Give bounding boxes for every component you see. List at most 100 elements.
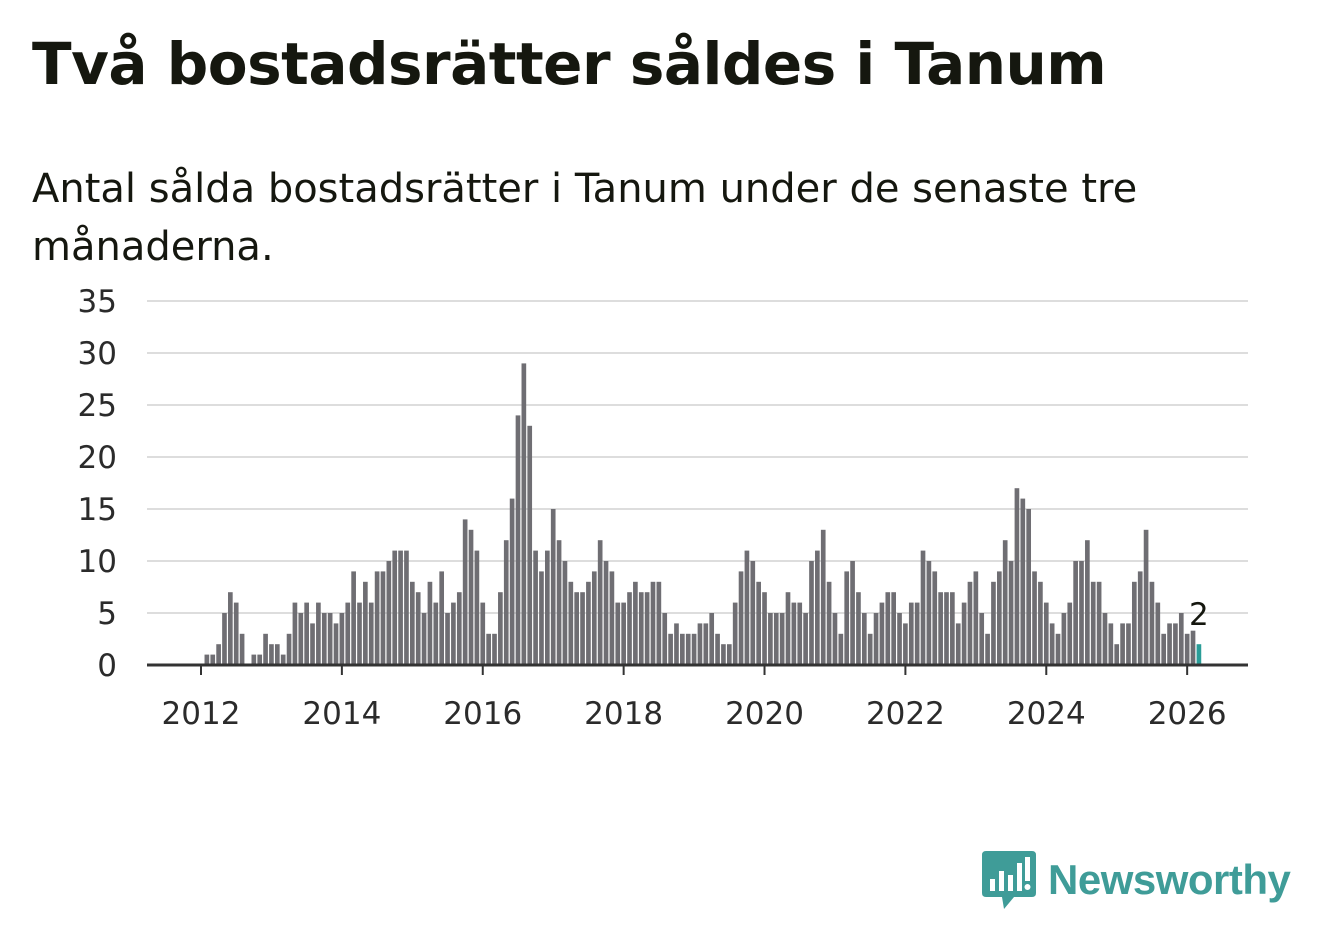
bar — [392, 550, 398, 665]
bar — [903, 623, 908, 665]
bar — [1026, 509, 1032, 665]
bar — [1149, 581, 1155, 665]
bar — [955, 623, 961, 665]
bar — [709, 613, 715, 665]
bar — [1167, 623, 1172, 665]
bar — [521, 363, 527, 665]
bar — [257, 654, 263, 665]
bar — [1161, 633, 1167, 665]
bar — [456, 592, 462, 665]
bar — [961, 602, 967, 665]
x-tick-label-2024: 2024 — [1007, 696, 1086, 732]
x-tick-label-2016: 2016 — [443, 696, 522, 732]
bar — [591, 571, 597, 665]
bar — [1114, 644, 1120, 665]
bar — [691, 633, 697, 665]
bar — [210, 654, 216, 665]
bar — [738, 571, 744, 665]
bar — [773, 613, 779, 665]
bar — [603, 561, 609, 665]
bar — [357, 602, 362, 665]
bar — [1090, 581, 1096, 665]
bar — [462, 519, 468, 665]
bar — [233, 602, 239, 665]
bar — [204, 654, 210, 665]
bar — [1014, 488, 1020, 665]
bar — [838, 633, 844, 665]
bar — [744, 550, 750, 665]
bar — [251, 654, 257, 665]
bar — [750, 561, 756, 665]
x-tick-label-2022: 2022 — [866, 696, 945, 732]
bar — [815, 550, 820, 665]
bar — [697, 623, 703, 665]
bar — [1038, 581, 1043, 665]
x-tick-label-2026: 2026 — [1148, 696, 1227, 732]
bar — [1008, 561, 1014, 665]
bar — [1178, 613, 1184, 665]
bar — [1126, 623, 1131, 665]
bar — [867, 633, 873, 665]
bar — [650, 581, 656, 665]
bar — [1184, 633, 1190, 665]
bar — [398, 550, 403, 665]
bar — [421, 613, 427, 665]
bar — [286, 633, 292, 665]
bar — [732, 602, 738, 665]
bar — [803, 613, 808, 665]
bar — [926, 561, 932, 665]
bar — [1085, 540, 1090, 665]
bar — [1079, 561, 1084, 665]
bar — [856, 592, 861, 665]
bar — [333, 623, 339, 665]
bar — [1032, 571, 1037, 665]
bar — [726, 644, 732, 665]
bar — [404, 550, 409, 665]
bar — [621, 602, 626, 665]
bar — [1073, 561, 1078, 665]
bar — [656, 581, 662, 665]
bar — [527, 425, 533, 665]
bar — [280, 654, 286, 665]
y-tick-label-25: 25 — [78, 388, 117, 424]
bar — [644, 592, 650, 665]
bar — [897, 613, 902, 665]
bar — [503, 540, 509, 665]
bar — [844, 571, 850, 665]
x-tick-label-2012: 2012 — [162, 696, 241, 732]
bar — [1190, 630, 1196, 665]
brand-name: Newsworthy — [1048, 856, 1291, 903]
bar — [756, 581, 761, 665]
bar — [609, 571, 615, 665]
bar — [1049, 623, 1055, 665]
bar — [768, 613, 773, 665]
bar — [533, 550, 538, 665]
bar — [779, 613, 785, 665]
bar — [1143, 529, 1149, 665]
bar — [715, 633, 720, 665]
bar — [873, 613, 879, 665]
bar — [944, 592, 949, 665]
y-tick-label-15: 15 — [78, 492, 117, 528]
bar — [263, 633, 268, 665]
newsworthy-logo[interactable]: Newsworthy — [980, 848, 1291, 912]
bar — [515, 415, 521, 665]
bar — [973, 571, 979, 665]
latest-value-label: 2 — [1189, 597, 1209, 633]
bar — [662, 613, 668, 665]
bar — [1061, 613, 1067, 665]
bar — [791, 602, 797, 665]
bar — [1131, 581, 1137, 665]
y-tick-label-10: 10 — [78, 544, 117, 580]
bar — [797, 602, 803, 665]
bar — [885, 592, 891, 665]
bar — [879, 602, 885, 665]
bar — [539, 571, 544, 665]
bar — [721, 644, 726, 665]
bar — [638, 592, 644, 665]
bar — [568, 581, 574, 665]
bar — [1055, 633, 1061, 665]
bar — [433, 602, 439, 665]
bar — [492, 633, 497, 665]
bar — [1067, 602, 1073, 665]
